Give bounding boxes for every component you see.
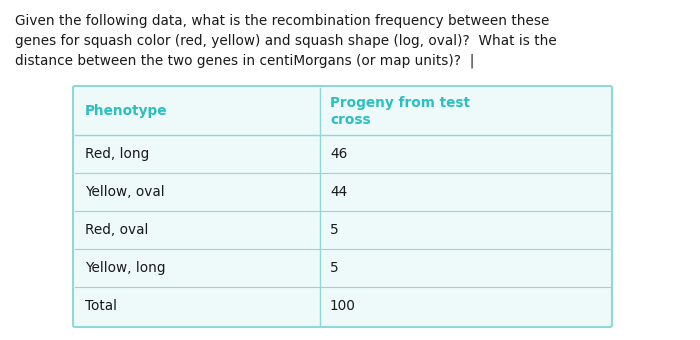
Text: Phenotype: Phenotype bbox=[85, 104, 167, 119]
Text: distance between the two genes in centiMorgans (or map units)?  |: distance between the two genes in centiM… bbox=[15, 54, 475, 68]
Text: Given the following data, what is the recombination frequency between these: Given the following data, what is the re… bbox=[15, 14, 550, 28]
Text: 100: 100 bbox=[330, 299, 356, 313]
Text: genes for squash color (red, yellow) and squash shape (log, oval)?  What is the: genes for squash color (red, yellow) and… bbox=[15, 34, 557, 48]
Text: Red, long: Red, long bbox=[85, 147, 149, 161]
Text: Progeny from test
cross: Progeny from test cross bbox=[330, 97, 470, 126]
Text: Yellow, oval: Yellow, oval bbox=[85, 185, 164, 199]
Text: 5: 5 bbox=[330, 223, 339, 237]
FancyBboxPatch shape bbox=[73, 86, 612, 327]
Text: 44: 44 bbox=[330, 185, 347, 199]
Text: 5: 5 bbox=[330, 261, 339, 275]
Text: Red, oval: Red, oval bbox=[85, 223, 148, 237]
Text: Yellow, long: Yellow, long bbox=[85, 261, 165, 275]
Text: 46: 46 bbox=[330, 147, 347, 161]
Text: Total: Total bbox=[85, 299, 117, 313]
